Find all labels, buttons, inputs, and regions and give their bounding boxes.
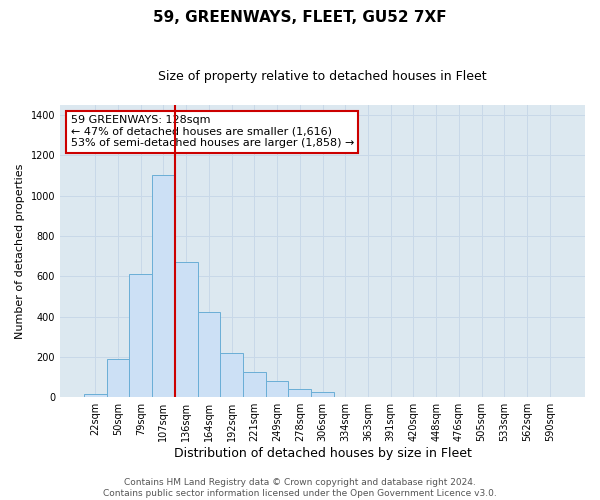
Text: Contains HM Land Registry data © Crown copyright and database right 2024.
Contai: Contains HM Land Registry data © Crown c… bbox=[103, 478, 497, 498]
Bar bbox=[107, 359, 130, 397]
Bar bbox=[289, 389, 311, 397]
Bar bbox=[84, 394, 107, 397]
Text: 59, GREENWAYS, FLEET, GU52 7XF: 59, GREENWAYS, FLEET, GU52 7XF bbox=[153, 10, 447, 25]
Y-axis label: Number of detached properties: Number of detached properties bbox=[15, 164, 25, 339]
Bar bbox=[175, 262, 197, 397]
X-axis label: Distribution of detached houses by size in Fleet: Distribution of detached houses by size … bbox=[173, 447, 472, 460]
Bar bbox=[220, 353, 243, 397]
Bar bbox=[311, 392, 334, 397]
Bar bbox=[130, 274, 152, 397]
Bar bbox=[266, 381, 289, 397]
Bar bbox=[152, 174, 175, 397]
Text: 59 GREENWAYS: 128sqm
← 47% of detached houses are smaller (1,616)
53% of semi-de: 59 GREENWAYS: 128sqm ← 47% of detached h… bbox=[71, 115, 354, 148]
Bar bbox=[197, 312, 220, 397]
Bar bbox=[243, 372, 266, 397]
Title: Size of property relative to detached houses in Fleet: Size of property relative to detached ho… bbox=[158, 70, 487, 83]
